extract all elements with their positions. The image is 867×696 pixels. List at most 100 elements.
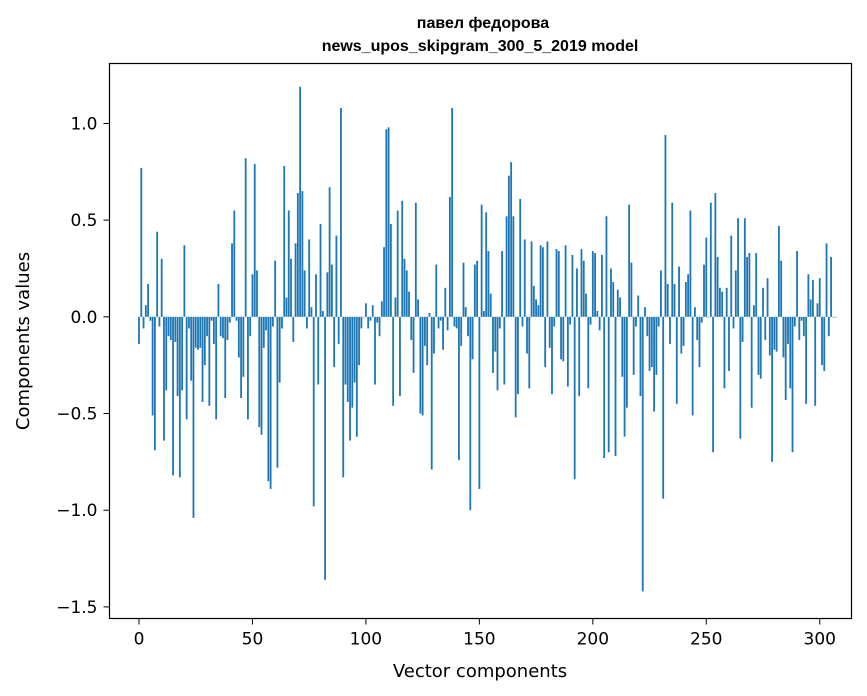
bar <box>192 316 195 518</box>
bar <box>632 316 635 375</box>
bar <box>362 316 365 318</box>
bar <box>274 260 277 317</box>
bar <box>256 270 258 317</box>
bar <box>750 316 753 408</box>
bar <box>755 253 758 317</box>
bar <box>721 291 724 317</box>
bar <box>451 107 454 317</box>
bar <box>669 316 671 344</box>
bar <box>646 316 649 337</box>
bar <box>680 316 683 354</box>
y-tick-label: 0.0 <box>70 308 97 328</box>
bar <box>478 316 481 489</box>
bar <box>512 216 515 317</box>
y-tick-label: 0.5 <box>70 211 97 231</box>
bar <box>203 316 206 366</box>
bar <box>244 158 247 317</box>
bar <box>573 316 576 480</box>
bar <box>265 316 267 331</box>
bar <box>644 307 646 317</box>
bar <box>541 247 544 317</box>
bar <box>762 287 764 317</box>
bar <box>746 256 749 317</box>
bar <box>419 316 422 414</box>
bar <box>621 316 624 377</box>
bar <box>251 274 254 317</box>
bar <box>494 316 497 352</box>
bar <box>764 316 767 341</box>
bar <box>233 210 236 317</box>
bar <box>682 316 685 346</box>
bar <box>800 316 803 321</box>
bar <box>235 316 238 321</box>
bar <box>340 107 342 317</box>
bar <box>818 278 821 317</box>
bar <box>417 299 420 317</box>
bar <box>625 316 628 408</box>
bar <box>635 316 637 327</box>
bar <box>158 316 161 327</box>
bar <box>446 316 449 331</box>
bar <box>821 316 823 366</box>
bar <box>737 218 739 317</box>
bar <box>147 283 149 317</box>
bar <box>712 316 714 453</box>
bar <box>462 262 465 317</box>
bar <box>439 316 442 321</box>
bar <box>369 316 372 321</box>
bar <box>630 262 633 317</box>
bar <box>678 266 680 317</box>
bar <box>460 316 463 346</box>
bar <box>796 251 798 317</box>
bar <box>671 202 674 317</box>
bar <box>773 316 776 350</box>
bar <box>399 316 401 397</box>
bar <box>267 316 270 482</box>
bar <box>405 270 408 317</box>
bar <box>430 316 433 470</box>
bar <box>605 216 608 317</box>
bar <box>591 251 594 317</box>
y-tick-label: 1.0 <box>70 114 97 134</box>
x-tick-label: 0 <box>134 630 145 650</box>
bar <box>603 316 606 458</box>
bar <box>587 316 590 389</box>
bar <box>283 165 286 317</box>
bar <box>510 162 513 317</box>
bar <box>385 129 388 317</box>
bar <box>224 316 227 399</box>
bar <box>408 291 410 317</box>
bar <box>403 258 406 317</box>
bar <box>442 316 444 350</box>
bar <box>594 253 596 317</box>
bar <box>753 305 755 317</box>
bar <box>728 316 730 371</box>
bar <box>648 316 651 371</box>
bar <box>748 253 751 317</box>
bar <box>174 316 177 342</box>
bar <box>487 251 490 317</box>
bar <box>777 225 780 317</box>
x-axis-ticks: 0 50 100 150 200 250 300 <box>134 618 836 650</box>
bar <box>342 316 345 478</box>
bar <box>215 316 218 420</box>
bar <box>287 210 290 317</box>
bar <box>793 316 796 327</box>
bar <box>523 239 526 317</box>
bar <box>237 316 240 358</box>
bar <box>653 316 655 412</box>
bar <box>371 305 374 317</box>
bar <box>201 316 204 402</box>
bar <box>657 316 660 327</box>
x-tick-label: 300 <box>804 630 836 650</box>
bar <box>619 297 621 317</box>
bar <box>410 316 413 341</box>
bar <box>467 316 469 337</box>
bar <box>564 245 567 317</box>
bar <box>526 316 528 354</box>
bar <box>700 316 703 323</box>
bar <box>178 316 181 478</box>
bar <box>433 316 435 354</box>
bar <box>285 297 288 317</box>
bar <box>655 316 658 375</box>
